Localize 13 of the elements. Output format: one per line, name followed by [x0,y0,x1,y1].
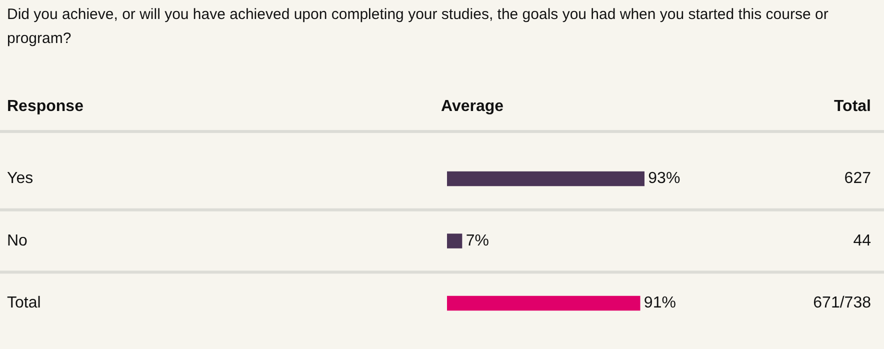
text: 627 [844,170,872,188]
text: Total [834,98,871,116]
data-label: 7% [466,232,489,250]
y-tick-label: Total [7,294,41,312]
text: 671/738 [813,294,872,312]
y-tick-label: Yes [7,170,34,188]
text: 44 [853,232,872,250]
data-label: 93% [648,170,680,188]
data-label: 91% [644,294,676,312]
y-tick-label: No [7,232,28,250]
y-axis-title: Response [7,98,84,116]
x-axis-title: Average [441,98,504,116]
chart-title: Did you achieve, or will you have achieved upon completing your studies, the goals you had when you started this course or program? [7,5,830,49]
